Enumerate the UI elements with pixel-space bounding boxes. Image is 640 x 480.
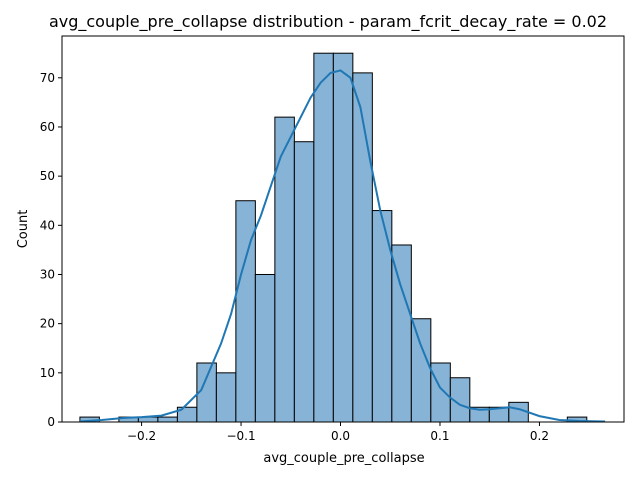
y-tick-label: 40	[40, 218, 55, 232]
y-tick-label: 70	[40, 71, 55, 85]
y-tick-label: 20	[40, 317, 55, 331]
x-tick-label: −0.1	[226, 429, 255, 443]
y-tick-label: 30	[40, 267, 55, 281]
kde-curve	[79, 69, 606, 423]
y-tick-label: 50	[40, 169, 55, 183]
histogram-bar	[430, 362, 451, 423]
histogram-bar	[391, 244, 412, 423]
x-tick-label: 0.0	[331, 429, 350, 443]
histogram-bar	[215, 372, 237, 423]
x-tick-label: −0.2	[127, 429, 156, 443]
histogram-bar	[254, 273, 276, 423]
histogram-bar	[157, 416, 178, 423]
histogram-bar	[313, 52, 334, 423]
y-tick-label: 0	[47, 415, 55, 429]
y-axis-ticks: 0 10 20 30 40 50 60 70	[40, 71, 62, 429]
histogram-bar	[410, 318, 432, 423]
x-axis-label: avg_couple_pre_collapse	[263, 451, 424, 466]
y-tick-label: 60	[40, 120, 55, 134]
y-axis-label: Count	[16, 210, 31, 249]
x-axis-ticks: −0.2 −0.1 0.0 0.1 0.2	[127, 422, 549, 443]
plot-frame	[61, 35, 625, 423]
chart-title: avg_couple_pre_collapse distribution - p…	[49, 12, 607, 32]
y-tick-label: 10	[40, 366, 55, 380]
histogram-bars	[79, 52, 588, 423]
histogram-bar	[293, 141, 315, 423]
x-tick-label: 0.2	[530, 429, 549, 443]
x-tick-label: 0.1	[430, 429, 449, 443]
histogram-bar	[332, 52, 354, 423]
histogram-bar	[352, 72, 373, 423]
